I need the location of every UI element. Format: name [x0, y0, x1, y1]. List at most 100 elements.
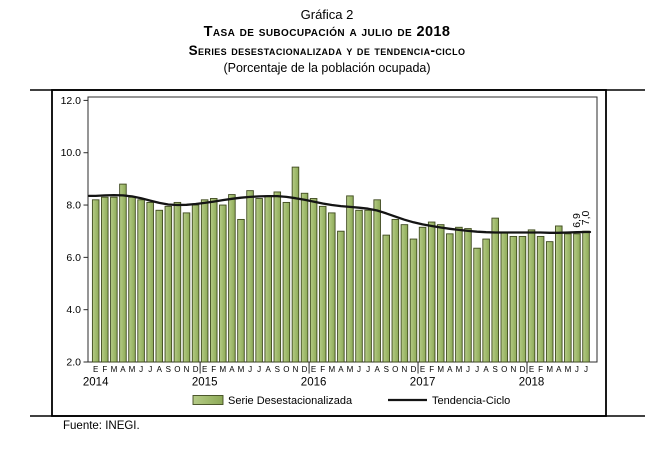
month-label: O [501, 365, 507, 374]
month-label: M [546, 365, 553, 374]
bar-2018-A4 [555, 225, 563, 363]
legend-bar-label: Serie Desestacionalizada [228, 395, 353, 407]
month-label: J [466, 365, 470, 374]
month-label: S [384, 365, 389, 374]
month-label: A [483, 365, 489, 374]
month-label: N [511, 365, 517, 374]
month-label: O [283, 365, 289, 374]
bar-2014-D12 [191, 204, 200, 363]
bar-2014-N11 [182, 212, 191, 363]
month-label: F [211, 365, 216, 374]
month-label: M [219, 365, 226, 374]
bar-2016-J6 [355, 209, 363, 363]
month-label: J [248, 365, 252, 374]
month-label: J [148, 365, 152, 374]
point-label: 6,9 [571, 213, 583, 228]
month-label: S [493, 365, 498, 374]
month-label: A [338, 365, 344, 374]
legend-bar-swatch [192, 395, 224, 405]
bar-2017-A8 [482, 238, 490, 363]
month-label: D [193, 365, 199, 374]
bar-2015-M5 [237, 218, 245, 363]
bar-2016-A8 [373, 199, 381, 363]
month-label: J [584, 365, 588, 374]
chart-title: Tasa de subocupación a julio de 2018 [203, 24, 451, 40]
bar-2014-O10 [173, 201, 182, 363]
y-tick-label: 10.0 [61, 147, 82, 159]
bar-2016-D12 [409, 238, 418, 363]
bar-2016-M3 [328, 212, 336, 363]
bar-2017-A4 [446, 233, 454, 363]
year-label-2014: 2014 [83, 377, 109, 389]
bar-2015-M3 [219, 204, 227, 363]
month-label: F [320, 365, 325, 374]
year-label-2018: 2018 [519, 377, 545, 389]
bar-2017-D12 [518, 235, 527, 363]
bar-2016-A4 [337, 230, 345, 363]
month-label: A [157, 365, 163, 374]
bar-2017-J7 [473, 247, 481, 363]
bar-2015-N11 [291, 166, 300, 363]
month-label: D [411, 365, 417, 374]
y-tick-label: 8.0 [66, 200, 81, 212]
month-label: A [266, 365, 272, 374]
month-label: M [238, 365, 245, 374]
bar-2017-J6 [464, 228, 472, 363]
month-label: A [229, 365, 235, 374]
month-label: S [166, 365, 171, 374]
chart-caption: Gráfica 2 [300, 7, 354, 22]
bar-2018-J6 [573, 233, 581, 363]
month-label: O [174, 365, 180, 374]
bar-2014-M5 [128, 196, 136, 363]
month-label: J [366, 365, 370, 374]
bar-2015-A8 [264, 195, 272, 363]
month-label: M [111, 365, 118, 374]
bar-2015-O10 [282, 201, 291, 363]
year-label-2015: 2015 [192, 377, 218, 389]
month-label: E [93, 365, 98, 374]
bar-2018-M3 [545, 241, 554, 363]
bar-2014-E1 [91, 199, 100, 363]
month-label: J [575, 365, 579, 374]
bar-2014-F2 [101, 196, 109, 363]
year-label-2017: 2017 [410, 377, 436, 389]
bar-2014-M3 [110, 196, 118, 363]
bar-2016-M5 [346, 195, 354, 363]
month-label: N [184, 365, 190, 374]
bar-2015-E1 [200, 199, 209, 363]
source-note: Fuente: INEGI. [63, 420, 140, 432]
month-label: M [456, 365, 463, 374]
bar-2017-M3 [436, 224, 445, 363]
bar-2014-A4 [119, 183, 127, 363]
bar-2016-O10 [391, 218, 400, 363]
month-label: E [420, 365, 425, 374]
bar-2015-A4 [228, 194, 236, 363]
month-label: F [102, 365, 107, 374]
y-tick-label: 4.0 [66, 304, 81, 316]
month-label: J [357, 365, 361, 374]
y-tick-label: 6.0 [66, 252, 81, 264]
month-label: E [202, 365, 207, 374]
month-label: F [538, 365, 543, 374]
bar-2017-O10 [500, 232, 509, 363]
bar-2016-E1 [309, 198, 318, 363]
bar-2015-J7 [255, 198, 263, 363]
chart-subtitle: Series desestacionalizada y de tendencia… [188, 43, 466, 58]
month-label: E [529, 365, 534, 374]
month-label: A [556, 365, 562, 374]
bar-2014-J6 [137, 199, 145, 363]
bar-2018-F2 [536, 235, 545, 363]
bar-2015-F2 [209, 198, 218, 363]
bar-2016-N11 [400, 224, 409, 363]
trend-line [87, 193, 592, 234]
chart-header: Gráfica 2 Tasa de subocupación a julio d… [0, 6, 654, 76]
bar-2014-J7 [146, 201, 154, 363]
month-label: S [275, 365, 280, 374]
month-label: N [402, 365, 408, 374]
month-label: M [347, 365, 354, 374]
month-label: M [565, 365, 572, 374]
month-label: J [475, 365, 479, 374]
point-label: 7,0 [580, 210, 592, 225]
